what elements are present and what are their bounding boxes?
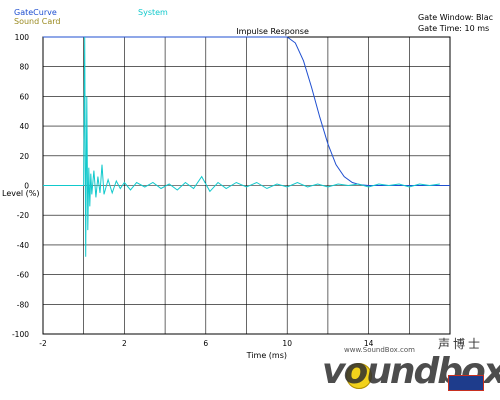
smiley-icon bbox=[346, 363, 372, 389]
legend-gatecurve: GateCurve bbox=[14, 8, 57, 17]
y-tick-label: 0 bbox=[24, 182, 29, 191]
y-tick-label: 40 bbox=[19, 122, 29, 131]
series-line-system bbox=[43, 36, 440, 257]
x-tick-label: 6 bbox=[203, 339, 208, 348]
x-axis-label: Time (ms) bbox=[246, 351, 287, 360]
y-tick-label: 100 bbox=[15, 33, 30, 42]
x-tick-label: 14 bbox=[364, 339, 374, 348]
watermark-cn-text: 声博士 bbox=[438, 337, 484, 351]
y-tick-label: 60 bbox=[19, 92, 29, 101]
series-lines bbox=[43, 36, 450, 257]
y-tick-label: -20 bbox=[17, 211, 29, 220]
gate-time-readout: Gate Time: 10 ms bbox=[418, 24, 490, 33]
y-tick-label: -40 bbox=[17, 241, 29, 250]
grid bbox=[43, 37, 450, 334]
y-axis-label: Level (%) bbox=[2, 189, 40, 198]
y-tick-label: -80 bbox=[17, 300, 29, 309]
y-tick-label: -100 bbox=[12, 330, 29, 339]
legend-sound-card: Sound Card bbox=[14, 17, 61, 26]
legend-system: System bbox=[138, 8, 168, 17]
y-tick-label: -60 bbox=[17, 271, 29, 280]
gate-window-readout: Gate Window: Blac bbox=[418, 13, 494, 22]
x-tick-label: 10 bbox=[282, 339, 292, 348]
x-tick-label: 2 bbox=[122, 339, 127, 348]
watermark-flag-icon bbox=[448, 375, 484, 391]
x-tick-label: -2 bbox=[39, 339, 47, 348]
y-tick-label: 20 bbox=[19, 152, 29, 161]
y-tick-label: 80 bbox=[19, 63, 29, 72]
tick-labels: 100 80 60 40 20 0 -20 -40 -60 -80 -100 -2 2 6 10 14 bbox=[12, 33, 374, 348]
watermark-url: www.SoundBox.com bbox=[344, 346, 415, 354]
watermark-logo: 声博士 www.SoundBox.com voundbox bbox=[320, 335, 500, 400]
chart-title: Impulse Response bbox=[236, 27, 309, 36]
